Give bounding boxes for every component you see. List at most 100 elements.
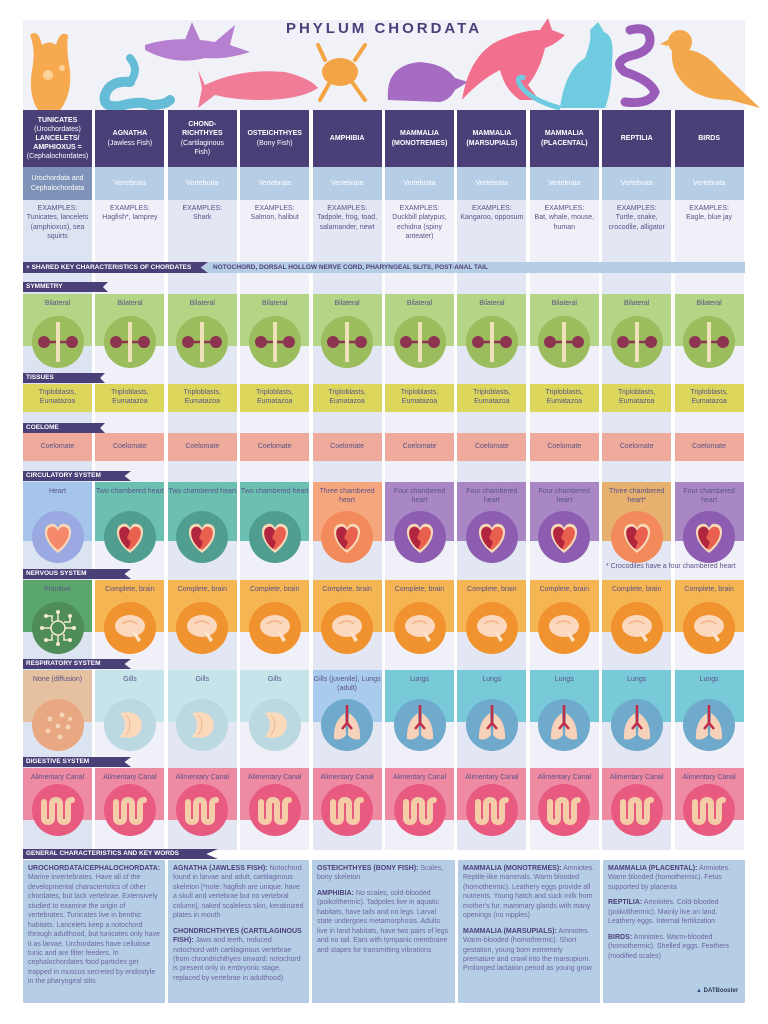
row-cell: Coelomate	[385, 433, 454, 461]
brain-icon	[248, 602, 301, 654]
general-text: Amniotes. Reptile-like mammals. Warm blo…	[463, 865, 595, 920]
row-cell: Coelomate	[23, 433, 92, 461]
phylum-name-line: MAMMALIA	[400, 130, 439, 138]
brain-icon	[683, 602, 736, 654]
general-box: MAMMALIA (PLACENTAL): Amniotes. Warm blo…	[603, 860, 745, 1003]
intestine-icon	[103, 784, 156, 836]
classification: Vertebrata	[674, 167, 744, 200]
general-text: Amniotes. Warm-blooded (homothermic). Sh…	[608, 933, 729, 960]
row-label-coelome: COELOME	[23, 423, 105, 433]
row-cell: Triploblasts, Eumatazoa	[385, 384, 454, 412]
intestine-icon	[31, 784, 84, 836]
shared-characteristics-value: NOTOCHORD, DORSAL HOLLOW NERVE CORD, PHA…	[213, 264, 488, 271]
classification: Vertebrata	[312, 167, 382, 200]
animal-illustrations	[0, 0, 768, 112]
tunicate-illustration	[30, 32, 71, 111]
phylum-name-line: (MARSUPIALS)	[466, 139, 518, 147]
phylum-name-line: (MONOTREMES)	[391, 139, 448, 147]
general-box: OSTEICHTHYES (BONY FISH): Scales, bony s…	[312, 860, 455, 1003]
intestine-icon	[393, 784, 446, 836]
examples: EXAMPLES: Salmon, halibut	[240, 204, 309, 223]
heart-icon	[321, 511, 374, 563]
phylum-header: CHOND- RICHTHYES (Cartilaginous Fish)	[167, 110, 237, 167]
general-box: UROCHORDATA/CEPHALOCHORDATA: Marine inve…	[23, 860, 165, 1003]
phylum-name-line: (Bony Fish)	[256, 139, 293, 147]
symmetry-icon	[103, 316, 156, 368]
phylum-header: MAMMALIA (MONOTREMES)	[385, 110, 454, 167]
logo-text: DATBooster	[703, 988, 739, 994]
phylum-name-line: (PLACENTAL)	[541, 139, 588, 147]
general-paragraph: MAMMALIA (MONOTREMES): Amniotes. Reptile…	[463, 864, 595, 921]
examples-label: EXAMPLES:	[689, 205, 729, 212]
phylum-name-line: Fish)	[194, 148, 211, 156]
heart-icon	[103, 511, 156, 563]
lamprey-illustration	[99, 54, 175, 112]
examples-label: EXAMPLES:	[37, 205, 78, 212]
examples: EXAMPLES: Bat, whale, mouse, human	[530, 204, 599, 232]
phylum-name-line: OSTEICHTHYES	[247, 130, 302, 138]
brain-icon	[538, 602, 591, 654]
general-heading: AMPHIBIA:	[317, 889, 354, 897]
symmetry-icon	[31, 316, 84, 368]
bird-illustration	[660, 30, 760, 108]
lungs-icon	[321, 699, 374, 751]
heart-icon	[610, 511, 663, 563]
lungs-icon	[538, 699, 591, 751]
phylum-header: MAMMALIA (PLACENTAL)	[529, 110, 599, 167]
symmetry-icon	[538, 316, 591, 368]
general-paragraph: CHONDRICHTHYES (CARTILAGINOUS FISH): Jaw…	[173, 927, 304, 984]
salmon-illustration	[198, 70, 318, 108]
row-label-respiratory-system: RESPIRATORY SYSTEM	[23, 659, 131, 669]
general-heading: UROCHORDATA/CEPHALOCHORDATA:	[28, 865, 161, 872]
shared-characteristics-bar: + SHARED KEY CHARACTERISTICS OF CHORDATE…	[23, 262, 745, 273]
general-heading: AGNATHA (JAWLESS FISH):	[173, 865, 268, 872]
phylum-name-line: BIRDS	[698, 134, 720, 142]
general-heading: MAMMALIA (MARSUPIALS):	[463, 927, 557, 935]
heart-icon	[31, 511, 84, 563]
brain-icon	[321, 602, 374, 654]
classification: Vertebrata	[457, 167, 527, 200]
examples-text: Salmon, halibut	[250, 214, 299, 222]
classification: Vertebrata	[167, 167, 237, 200]
phylum-name-line: LANCELETS/	[35, 134, 80, 142]
phylum-header: REPTILIA	[602, 110, 672, 167]
examples-text: Tunicates, lancelets (amphioxus), sea sq…	[26, 214, 89, 241]
row-cell: Coelomate	[95, 433, 165, 461]
row-label-symmetry: SYMMETRY	[23, 282, 108, 292]
examples-text: Bat, whale, mouse, human	[534, 214, 595, 231]
row-cell: Triploblasts, Eumatazoa	[457, 384, 527, 412]
phylum-name-line: (Urochordates)	[34, 125, 81, 133]
examples-text: Tadpole, frog, toad, salamander, newt	[317, 214, 378, 231]
general-paragraph: OSTEICHTHYES (BONY FISH): Scales, bony s…	[317, 864, 450, 883]
shark-illustration	[145, 22, 250, 61]
examples-label: EXAMPLES:	[327, 205, 367, 212]
row-cell: Triploblasts, Eumatazoa	[602, 384, 672, 412]
heart-icon	[538, 511, 591, 563]
examples-text: Turtle, snake, crocodile, alligator	[608, 214, 665, 231]
phylum-name-line: REPTILIA	[620, 134, 653, 142]
classification: Vertebrata	[95, 167, 165, 200]
phylum-header: OSTEICHTHYES (Bony Fish)	[240, 110, 310, 167]
phylum-header: AGNATHA (Jawless Fish)	[95, 110, 165, 167]
crocodile-footnote: * Crocodiles have a four chambered heart	[606, 563, 736, 570]
examples: EXAMPLES: Tunicates, lancelets (amphioxus…	[23, 204, 92, 242]
row-cell: Triploblasts, Eumatazoa	[167, 384, 237, 412]
phylum-header: BIRDS	[674, 110, 744, 167]
general-paragraph: MAMMALIA (PLACENTAL): Amniotes. Warm blo…	[608, 864, 740, 892]
brain-icon	[176, 602, 229, 654]
phylum-header: AMPHIBIA	[312, 110, 382, 167]
examples-label: EXAMPLES:	[544, 205, 585, 212]
row-cell: Coelomate	[457, 433, 527, 461]
general-paragraph: AMPHIBIA: No scales, cold-blooded (poiko…	[317, 889, 450, 955]
general-text: Amniotes. Warm blooded (homothermic). Fe…	[608, 865, 731, 891]
examples: EXAMPLES: Kangaroo, opposum	[457, 204, 526, 223]
echidna-illustration	[387, 62, 468, 102]
brain-icon	[465, 602, 518, 654]
classification: Vertebrata	[240, 167, 310, 200]
brain-icon	[610, 602, 663, 654]
lungs-icon	[176, 699, 229, 751]
lungs-icon	[683, 699, 736, 751]
general-text: Marine invertebrates. Have all of the de…	[28, 874, 160, 986]
shared-characteristics-label: + SHARED KEY CHARACTERISTICS OF CHORDATE…	[23, 262, 208, 273]
general-heading: MAMMALIA (MONOTREMES):	[463, 865, 562, 872]
